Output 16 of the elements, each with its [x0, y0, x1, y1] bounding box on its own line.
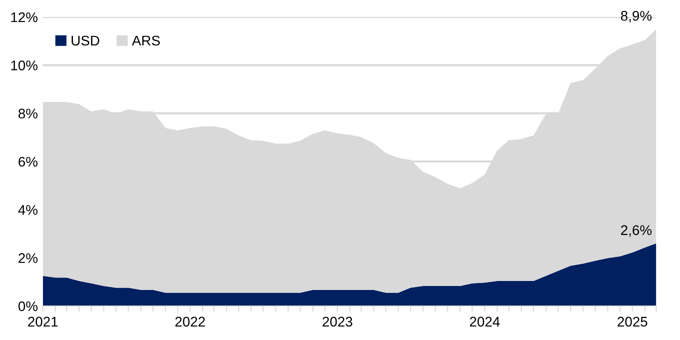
x-tick-label: 2025: [618, 316, 648, 327]
y-tick-label: 10%: [11, 60, 38, 70]
y-tick-label: 2%: [18, 253, 38, 263]
y-tick-label: 6%: [18, 156, 38, 167]
legend-label: USD: [72, 36, 100, 46]
y-tick-label: 8%: [18, 108, 38, 119]
x-tick-label: 2024: [470, 316, 500, 327]
x-tick-label: 2021: [28, 316, 58, 327]
data-label: 8,9%: [620, 10, 652, 22]
legend-label: ARS: [132, 36, 160, 46]
y-tick-label: 4%: [18, 205, 38, 215]
x-tick-label: 2023: [322, 316, 352, 327]
x-tick-label: 2022: [175, 316, 205, 327]
y-tick-label: 0%: [18, 301, 38, 312]
data-label: 2,6%: [621, 225, 652, 237]
y-tick-label: 12%: [11, 12, 38, 22]
